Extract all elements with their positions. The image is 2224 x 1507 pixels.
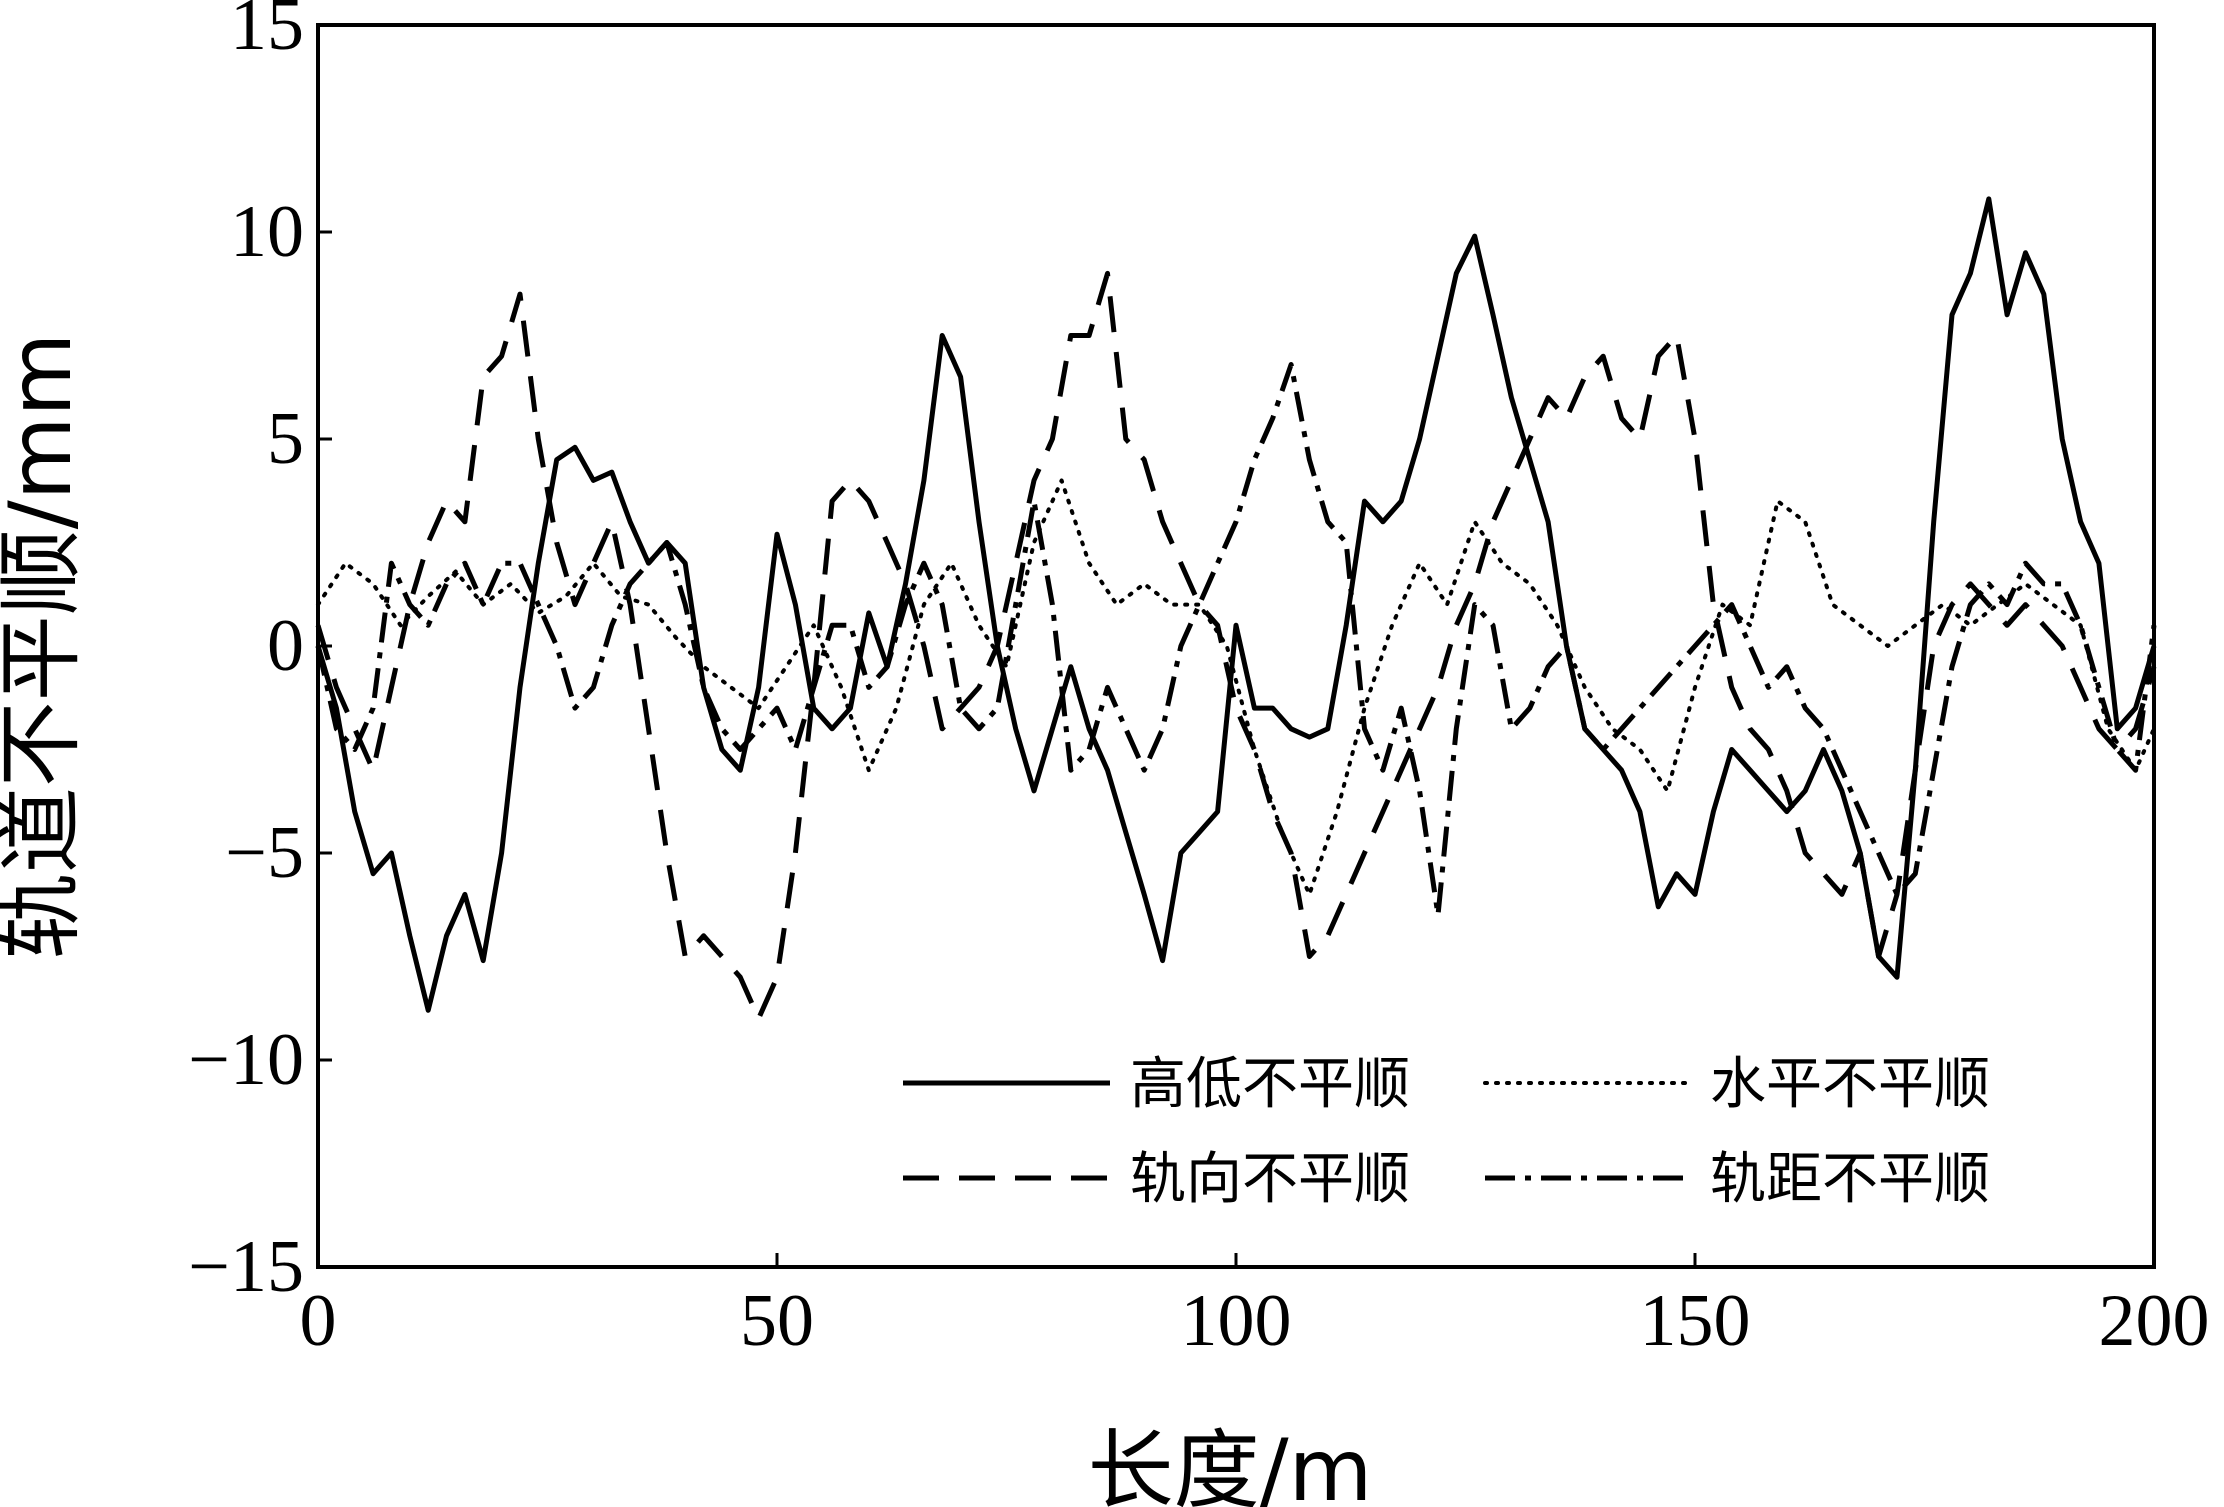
legend-label-gaodi: 高低不平顺 [1130, 1052, 1410, 1117]
series-line-1 [315, 196, 2157, 1013]
y-tick-label: 15 [230, 0, 304, 66]
series-line-4 [315, 362, 2157, 918]
legend-label-shuiping: 水平不平顺 [1710, 1052, 1990, 1117]
legend-label-guixiang: 轨向不平顺 [1130, 1147, 1410, 1212]
y-axis-title: 轨道不平顺/mm [0, 333, 91, 960]
labels-layer: 0 50 100 150 200 −15 −10 −5 0 5 10 15 [188, 0, 2209, 1362]
legend: 高低不平顺 水平不平顺 轨向不平顺 轨距不平顺 [903, 1052, 1990, 1212]
y-tick-label: −15 [188, 1226, 304, 1308]
x-tick-label: 150 [1640, 1280, 1751, 1362]
x-tick-label: 50 [740, 1280, 814, 1362]
y-tick-label: −10 [188, 1019, 304, 1101]
plot-frame [316, 23, 2156, 1269]
series-line-2 [316, 478, 2156, 897]
x-tick-label: 0 [300, 1280, 337, 1362]
legend-label-guiju: 轨距不平顺 [1710, 1147, 1990, 1212]
y-tick-label: 10 [230, 191, 304, 273]
y-tick-label: 0 [267, 605, 304, 687]
x-tick-label: 200 [2099, 1280, 2210, 1362]
series-layer [315, 196, 2157, 1022]
y-tick-label: 5 [267, 398, 304, 480]
x-tick-label: 100 [1181, 1280, 1292, 1362]
y-tick-label: −5 [225, 812, 304, 894]
x-axis-title: 长度/m [1088, 1421, 1373, 1507]
